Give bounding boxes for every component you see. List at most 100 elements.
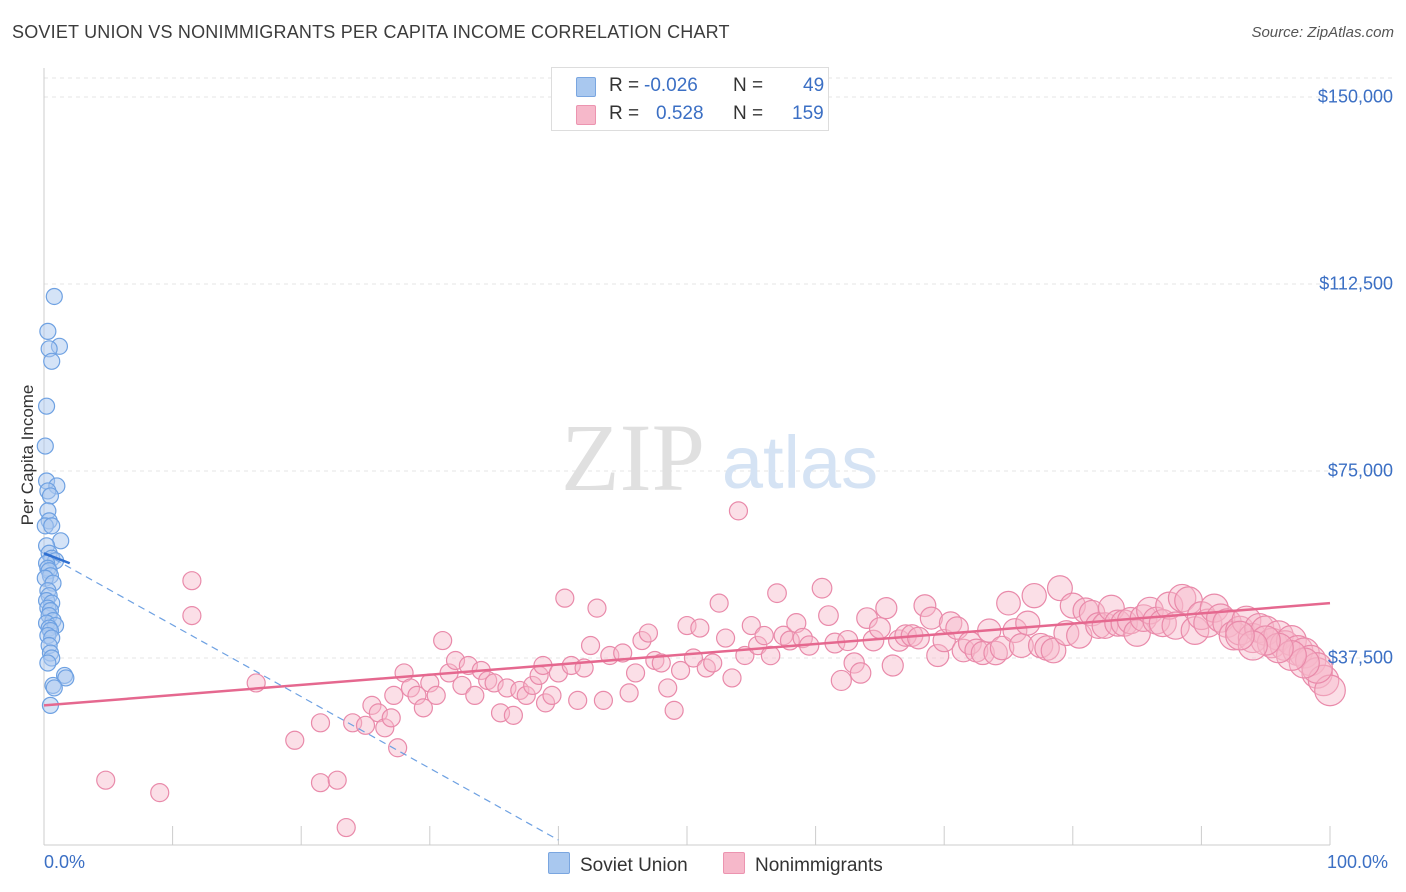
nonimmigrants-trend-line: [43, 601, 1331, 707]
nonimmigrants-point: [658, 678, 678, 698]
nonimmigrants-point: [868, 617, 891, 640]
nonimmigrants-point: [310, 713, 331, 733]
series-name-soviet-union: Soviet Union: [580, 855, 688, 876]
nonimmigrants-point: [625, 663, 646, 683]
nonimmigrants-point: [458, 655, 478, 676]
nonimmigrants-point: [150, 783, 170, 803]
nonimmigrants-point: [327, 770, 347, 790]
nonimmigrants-point: [1161, 611, 1190, 640]
nonimmigrants-point: [875, 597, 898, 620]
nonimmigrants-point: [452, 675, 472, 696]
legend-swatch-pink: [576, 105, 596, 125]
axes: [43, 68, 1331, 846]
soviet-union-point: [37, 397, 56, 415]
soviet-union-point: [36, 437, 54, 455]
nonimmigrants-point: [445, 650, 466, 671]
nonimmigrants-point: [913, 594, 937, 618]
series-legend-nonimmigrants: Nonimmigrants: [723, 852, 883, 877]
nonimmigrants-point: [555, 588, 575, 608]
nonimmigrants-point: [1225, 620, 1255, 651]
y-tick-label: $37,500: [1327, 647, 1393, 668]
x-tick-min: 0.0%: [44, 852, 86, 872]
nonimmigrants-point: [996, 590, 1021, 616]
nonimmigrants-point: [182, 606, 202, 626]
nonimmigrants-point: [484, 673, 504, 693]
nonimmigrants-point: [593, 690, 614, 710]
nonimmigrants-point: [336, 817, 356, 838]
nonimmigrants-point: [696, 658, 716, 678]
soviet-union-point: [45, 679, 63, 697]
soviet-union-point: [41, 487, 60, 505]
soviet-union-points: [36, 287, 75, 714]
soviet-union-trend-line: [43, 552, 71, 565]
nonimmigrants-point: [182, 571, 202, 591]
nonimmigrants-point: [310, 773, 331, 793]
nonimmigrants-point: [619, 683, 639, 703]
chart-title: SOVIET UNION VS NONIMMIGRANTS PER CAPITA…: [12, 22, 730, 42]
nonimmigrants-point: [465, 685, 485, 706]
nonimmigrants-point: [881, 654, 904, 677]
nonimmigrants-point: [375, 718, 395, 738]
nonimmigrants-point: [690, 618, 710, 638]
x-tick-max: 100.0%: [1327, 852, 1389, 872]
series-legend-soviet-union: Soviet Union: [548, 852, 688, 877]
nonimmigrants-point: [613, 643, 633, 663]
soviet-union-point: [45, 287, 63, 306]
legend-r-label: R =: [609, 75, 640, 96]
correlation-legend: R = -0.026 N = 49 R = 0.528 N = 159: [551, 67, 829, 131]
nonimmigrants-point: [1237, 630, 1268, 661]
nonimmigrants-point: [400, 678, 421, 698]
nonimmigrants-point: [849, 662, 872, 684]
nonimmigrants-point: [381, 708, 401, 728]
nonimmigrants-point: [741, 615, 761, 636]
nonimmigrants-point: [760, 645, 781, 666]
nonimmigrants-point: [670, 660, 691, 681]
series-swatch-pink: [723, 852, 745, 874]
nonimmigrants-point: [919, 606, 943, 630]
source-label: Source: ZipAtlas.com: [1251, 24, 1394, 41]
nonimmigrants-point: [651, 653, 671, 673]
nonimmigrants-point: [580, 635, 601, 656]
nonimmigrants-point: [1040, 637, 1067, 664]
nonimmigrants-point: [568, 690, 588, 710]
nonimmigrants-point: [907, 626, 930, 650]
nonimmigrants-point: [830, 669, 852, 692]
watermark-atlas: atlas: [722, 421, 878, 504]
nonimmigrants-point: [722, 668, 742, 688]
trend-lines: [43, 552, 1331, 841]
y-tick-label: $75,000: [1327, 460, 1393, 481]
soviet-union-point: [39, 322, 57, 340]
legend-n-value: 159: [792, 103, 824, 124]
nonimmigrants-point: [818, 605, 839, 627]
legend-n-value: 49: [803, 75, 825, 96]
nonimmigrants-point: [1015, 610, 1041, 636]
legend-r-value: 0.528: [656, 103, 704, 124]
nonimmigrants-point: [983, 640, 1008, 666]
nonimmigrants-point: [754, 625, 774, 646]
nonimmigrants-point: [632, 630, 652, 651]
y-tick-label: $112,500: [1319, 273, 1393, 294]
nonimmigrants-point: [715, 628, 736, 648]
nonimmigrants-point: [542, 685, 562, 706]
soviet-union-point: [39, 654, 57, 672]
nonimmigrants-point: [523, 675, 543, 696]
nonimmigrants-point: [413, 698, 433, 718]
nonimmigrants-point: [535, 693, 556, 713]
y-tick-label: $150,000: [1317, 86, 1393, 107]
nonimmigrants-point: [426, 685, 446, 706]
legend-r-value: -0.026: [644, 75, 698, 96]
nonimmigrants-point: [951, 638, 976, 663]
nonimmigrants-point: [709, 593, 729, 613]
nonimmigrants-point: [503, 705, 523, 725]
nonimmigrants-point: [1027, 632, 1054, 659]
series-swatch-blue: [548, 852, 570, 874]
nonimmigrants-point: [989, 635, 1015, 661]
nonimmigrants-point: [407, 685, 427, 706]
nonimmigrants-point: [285, 730, 305, 750]
nonimmigrants-point: [384, 685, 404, 706]
legend-r-label: R =: [609, 103, 640, 124]
nonimmigrants-points: [96, 501, 1346, 838]
nonimmigrants-point: [1250, 625, 1281, 656]
nonimmigrants-point: [587, 598, 607, 618]
legend-n-label: N =: [733, 103, 764, 124]
